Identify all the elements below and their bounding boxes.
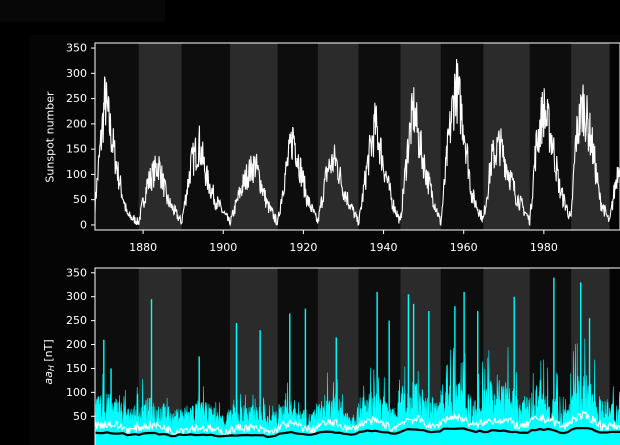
y-tick-label: 250 [66,314,87,327]
aa-y-axis-label-base: aa [42,371,55,385]
cycle-band [230,43,278,230]
y-tick-label: 300 [66,290,87,303]
x-tick-label: 1940 [370,241,398,254]
sunspot-series-line [95,58,620,227]
cycle-band [277,43,318,230]
y-tick-label: 50 [73,193,87,206]
aa-y-axis-label-unit: [nT] [42,339,55,365]
aa-monthly-series [95,410,620,438]
aa-axes-frame [94,267,620,445]
aa-plot-area [95,277,620,445]
sunspot-plot-area [95,58,620,227]
y-tick-label: 350 [66,42,87,55]
y-tick-label: 350 [66,266,87,279]
y-tick-label: 100 [66,168,87,181]
x-tick-label: 1980 [530,241,558,254]
y-tick-label: 100 [66,386,87,399]
cycle-band [181,43,231,230]
y-tick-label: 150 [66,143,87,156]
cycle-band [358,43,401,230]
cycle-band [317,43,359,230]
aa-y-axis-label-subscript: H [47,365,56,371]
cycle-band [95,43,139,230]
y-tick-label: 250 [66,92,87,105]
sunspot-axes-frame [94,42,620,231]
y-tick-label: 200 [66,338,87,351]
y-tick-label: 200 [66,117,87,130]
aa-y-axis-label: aaH [nT] [42,339,56,384]
x-tick-label: 1880 [129,241,157,254]
y-tick-label: 50 [73,410,87,423]
x-tick-label: 1900 [209,241,237,254]
y-tick-label: 150 [66,362,87,375]
x-tick-label: 1960 [450,241,478,254]
x-tick-label: 1920 [289,241,317,254]
sunspot-panel: 0 50 100 150 200 250 300 350 1880 1900 1920 1940 19… [44,42,620,254]
sunspot-x-ticks: 1880 1900 1920 1940 1960 1980 [129,230,558,254]
top-left-shadow [0,0,165,22]
y-tick-label: 0 [80,218,87,231]
y-tick-label: 300 [66,67,87,80]
sunspot-y-axis-label: Sunspot number [44,91,57,183]
sunspot-y-ticks: 0 50 100 150 200 250 300 350 [66,42,95,231]
aa-index-panel: 50 100 150 200 250 300 350 aaH [nT] [42,266,620,445]
aa-y-ticks: 50 100 150 200 250 300 350 [66,266,95,423]
aa-annual-series [95,426,620,439]
